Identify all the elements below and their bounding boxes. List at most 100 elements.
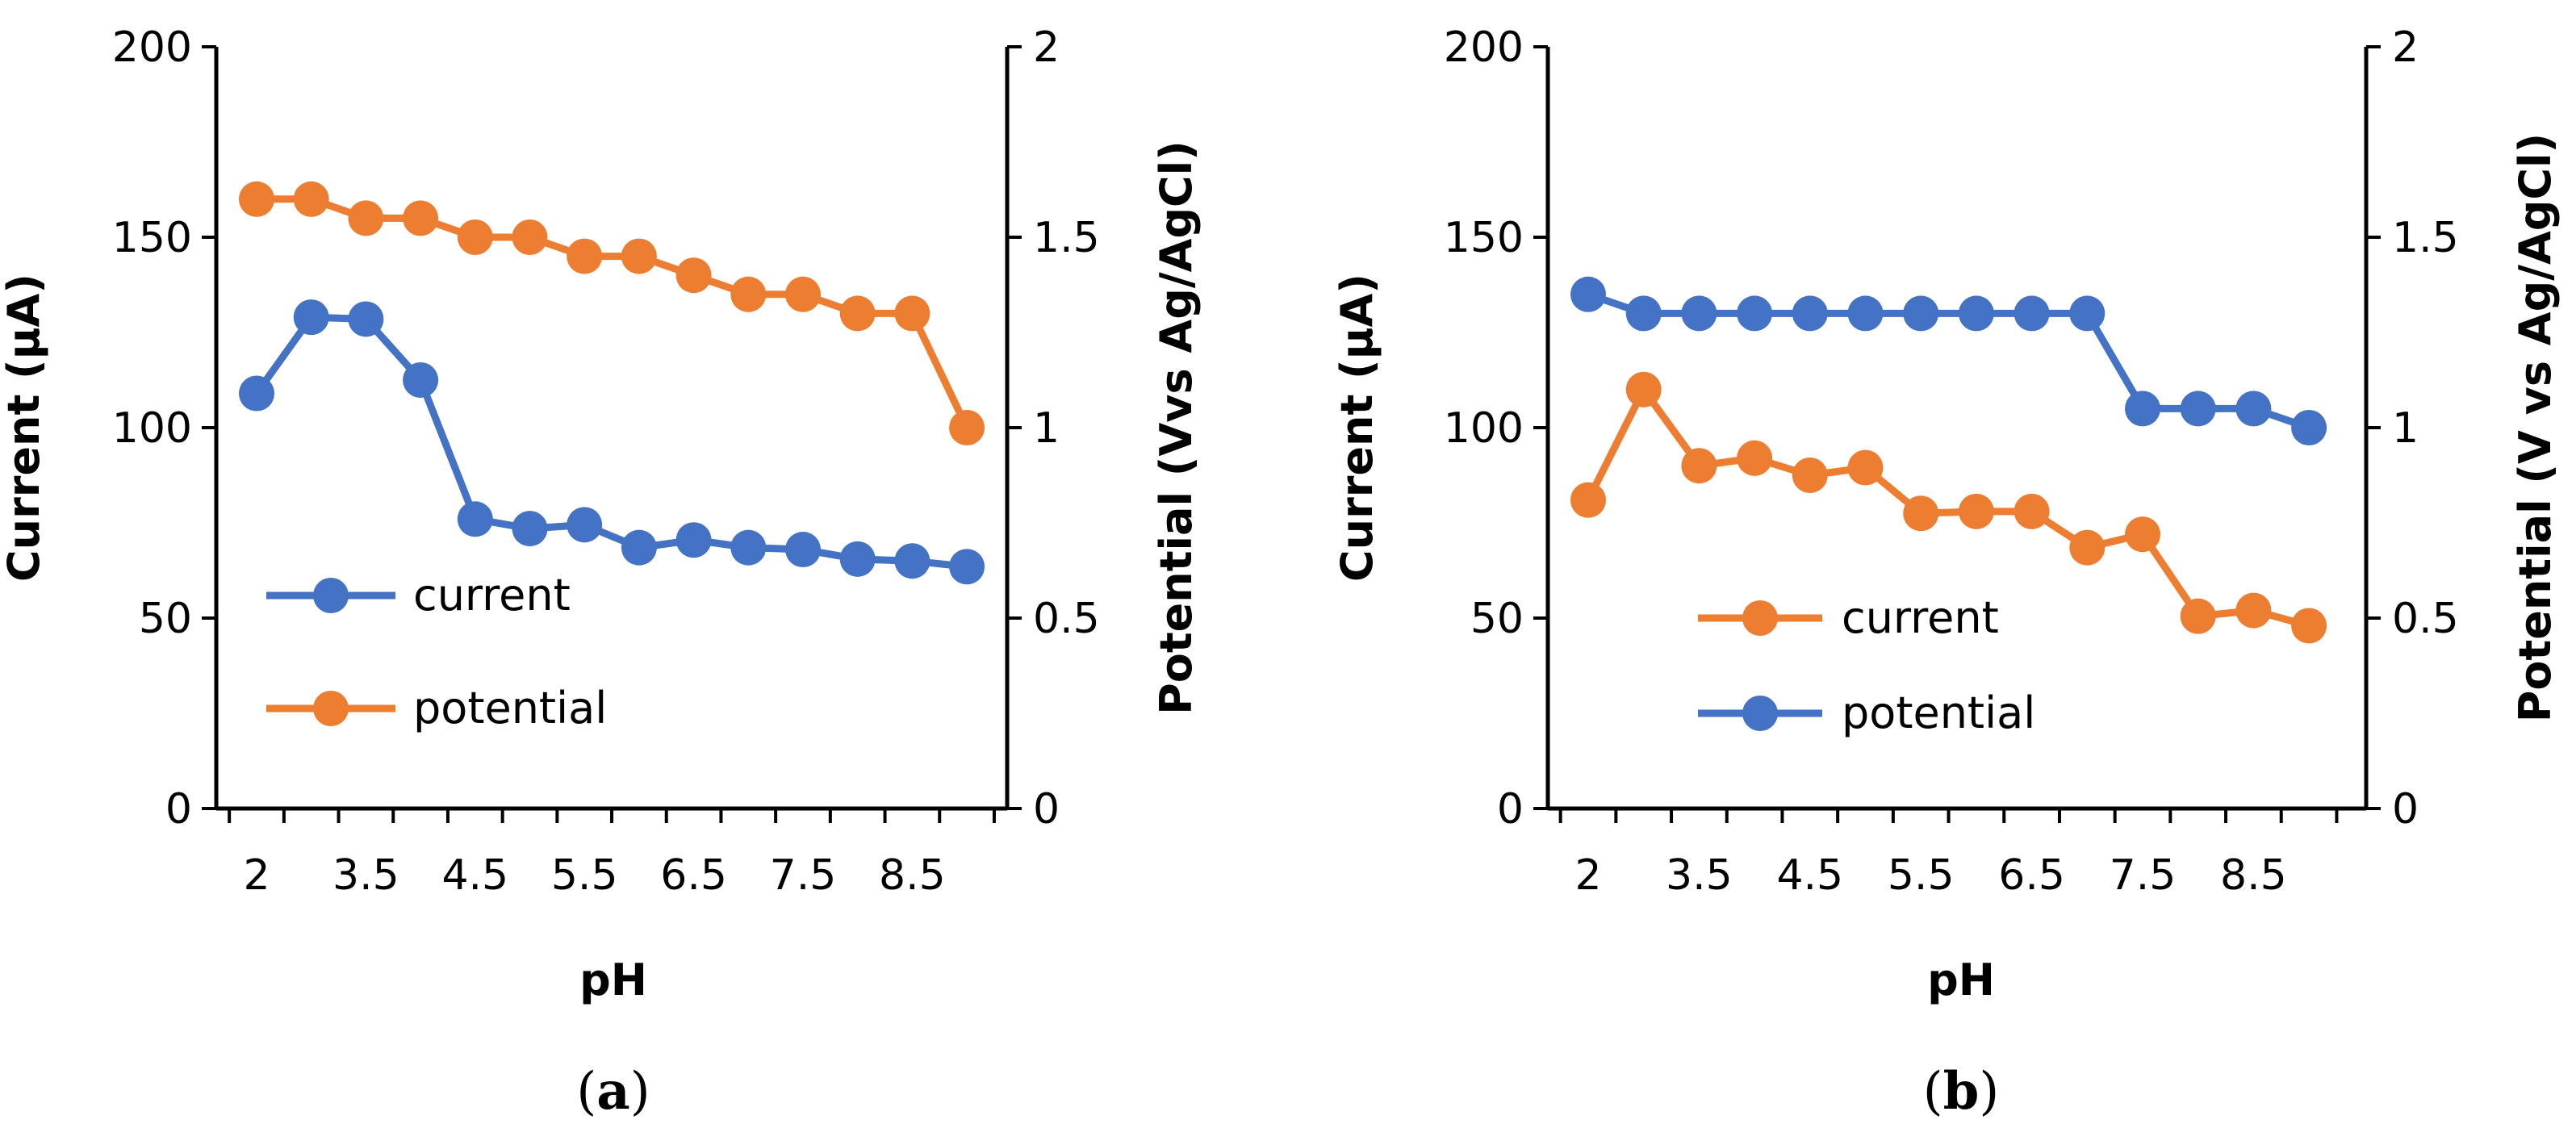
legend-marker-potential xyxy=(313,691,349,726)
current-point xyxy=(785,532,821,568)
x-tick-label: 5.5 xyxy=(551,851,618,900)
left-y-tick-label: 50 xyxy=(139,595,192,643)
current-point xyxy=(949,549,985,585)
left-y-tick-label: 50 xyxy=(1470,595,1524,643)
chart-b: 0 50 100 150 200 0 0.5 1 1.5 2 2 3.5 4.5 5.5 6.5 7.5 8.5… xyxy=(1332,23,2561,1122)
left-y-axis-title: Current (µA) xyxy=(0,274,49,582)
right-y-tick-label: 0 xyxy=(2392,785,2419,834)
potential-point xyxy=(1792,295,1828,332)
current-point xyxy=(1958,493,1994,529)
x-tick-label: 6.5 xyxy=(1998,851,2065,900)
current-point xyxy=(239,375,274,412)
current-point xyxy=(675,522,712,558)
right-y-tick-label: 0.5 xyxy=(1033,595,1100,643)
current-point xyxy=(293,299,329,336)
potential-point xyxy=(949,410,985,445)
potential-point xyxy=(239,181,274,217)
x-tick-label: 5.5 xyxy=(1888,851,1955,900)
current-point xyxy=(839,541,876,577)
right-y-tick-label: 1.5 xyxy=(1033,214,1100,262)
potential-point xyxy=(1625,295,1662,332)
current-point xyxy=(512,511,548,547)
current-point xyxy=(1847,449,1884,486)
legend-label-current: current xyxy=(413,570,571,621)
left-y-axis-title: Current (µA) xyxy=(1332,274,1382,582)
x-tick-label: 7.5 xyxy=(770,851,837,900)
potential-point xyxy=(2125,391,2160,427)
right-y-axis-title: Potential (V vs Ag/AgCl) xyxy=(2510,133,2561,722)
potential-point xyxy=(894,295,930,332)
right-y-tick-label: 2 xyxy=(2392,23,2419,72)
panel-label: (b) xyxy=(1923,1061,2000,1122)
potential-point xyxy=(512,219,548,255)
chart-a: 0 50 100 150 200 0 0.5 1 1.5 2 2 3.5 4.5 5.5 6.5 7.5 8.5… xyxy=(0,23,1202,1122)
panel-label: (a) xyxy=(576,1061,650,1122)
left-y-tick-label: 150 xyxy=(1444,214,1524,262)
current-point xyxy=(403,362,439,398)
right-y-axis-title: Potential (Vvs Ag/AgCl) xyxy=(1151,140,1202,715)
potential-point xyxy=(2180,391,2216,427)
legend-marker-potential xyxy=(1742,696,1778,731)
series-line-current xyxy=(253,313,968,570)
potential-point xyxy=(293,181,329,217)
potential-point xyxy=(2235,391,2272,427)
current-point xyxy=(348,301,384,337)
x-tick-label: 4.5 xyxy=(441,851,508,900)
potential-point xyxy=(403,200,439,236)
legend-label-potential: potential xyxy=(1842,687,2035,738)
right-y-tick-label: 1 xyxy=(2392,404,2419,453)
potential-point xyxy=(730,276,767,312)
potential-point xyxy=(1903,295,1939,332)
current-point xyxy=(621,529,657,566)
right-y-tick-label: 1.5 xyxy=(2392,214,2459,262)
potential-point xyxy=(785,276,821,312)
x-tick-label: 6.5 xyxy=(660,851,727,900)
left-y-tick-label: 100 xyxy=(112,404,192,453)
potential-point xyxy=(839,295,876,332)
current-point xyxy=(1625,371,1662,407)
legend-label-potential: potential xyxy=(413,683,607,733)
current-point xyxy=(1570,482,1606,518)
current-point xyxy=(1903,495,1939,532)
potential-point xyxy=(348,200,384,236)
x-tick-label: 2 xyxy=(243,851,270,900)
right-y-tick-label: 1 xyxy=(1033,404,1060,453)
left-y-tick-label: 0 xyxy=(1497,785,1524,834)
potential-point xyxy=(675,257,712,294)
x-axis-title: pH xyxy=(1927,955,1995,1005)
legend-marker-current xyxy=(1742,600,1778,636)
x-axis-title: pH xyxy=(579,955,647,1005)
potential-point xyxy=(2069,295,2106,332)
current-point xyxy=(894,543,930,579)
potential-point xyxy=(621,238,657,274)
current-point xyxy=(457,501,493,537)
potential-point xyxy=(2014,295,2050,332)
right-y-tick-label: 0.5 xyxy=(2392,595,2459,643)
potential-point xyxy=(567,238,603,274)
current-point xyxy=(2235,592,2272,629)
current-point xyxy=(567,507,603,543)
right-y-tick-label: 2 xyxy=(1033,23,1060,72)
current-point xyxy=(2014,493,2050,529)
right-y-tick-label: 0 xyxy=(1033,785,1060,834)
x-tick-label: 8.5 xyxy=(2220,851,2287,900)
current-point xyxy=(730,529,767,566)
potential-point xyxy=(1958,295,1994,332)
potential-point xyxy=(1737,295,1773,332)
potential-point xyxy=(457,219,493,255)
left-y-tick-label: 200 xyxy=(1444,23,1524,72)
current-point xyxy=(1681,448,1717,484)
x-tick-label: 8.5 xyxy=(879,851,946,900)
x-tick-label: 7.5 xyxy=(2110,851,2177,900)
current-point xyxy=(1737,440,1773,476)
left-y-tick-label: 100 xyxy=(1444,404,1524,453)
current-point xyxy=(2291,608,2327,644)
legend-label-current: current xyxy=(1842,592,1999,643)
x-tick-label: 4.5 xyxy=(1776,851,1843,900)
current-point xyxy=(1792,458,1828,493)
potential-point xyxy=(1570,276,1606,312)
left-y-tick-label: 200 xyxy=(112,23,192,72)
current-point xyxy=(2069,529,2106,566)
left-y-tick-label: 0 xyxy=(165,785,192,834)
